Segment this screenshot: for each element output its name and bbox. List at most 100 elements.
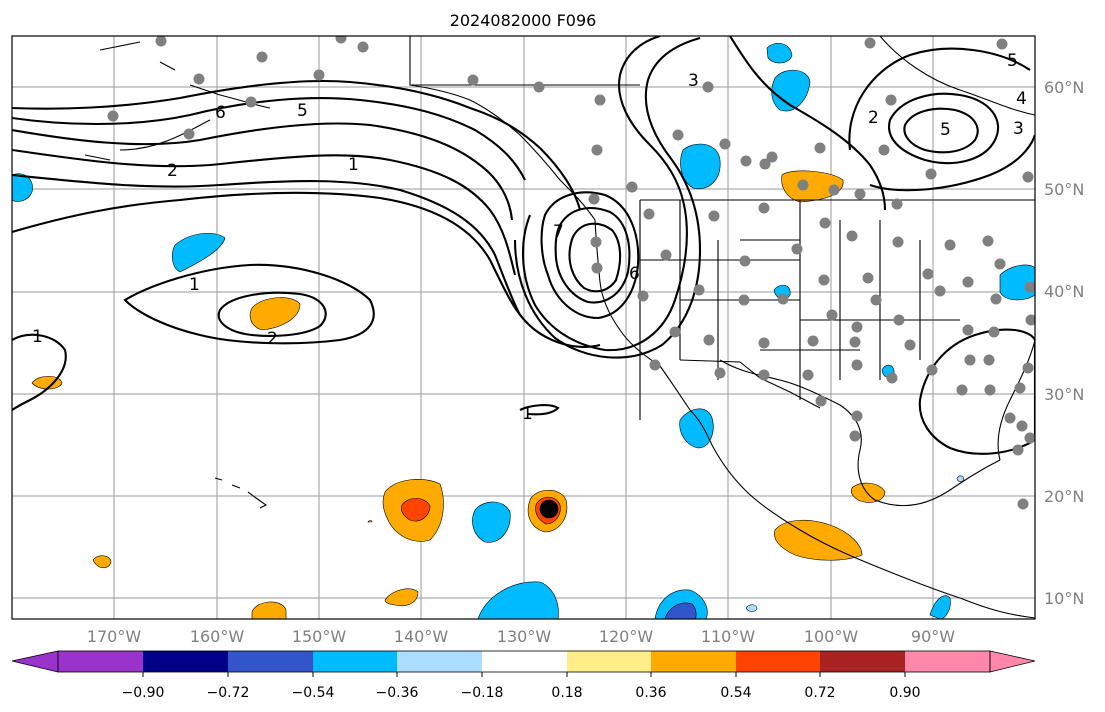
station-dot (672, 129, 684, 141)
coastlines (84, 36, 1035, 619)
station-dot (807, 335, 819, 347)
neg-blob-south-2-core (664, 602, 697, 619)
station-dot (740, 155, 752, 167)
station-dot (777, 293, 789, 305)
neg-blob-aleutian (12, 173, 33, 202)
station-dot (702, 81, 714, 93)
colorbar-tick-label: 0.18 (551, 685, 582, 701)
station-dot (851, 359, 863, 371)
station-dot (862, 272, 874, 284)
colorbar-tick-label: −0.72 (207, 685, 250, 701)
station-dot (708, 210, 720, 222)
map-title: 2024082000 F096 (450, 11, 597, 30)
colorbar-tick-label: −0.54 (292, 685, 335, 701)
contour-label: 1 (32, 327, 43, 347)
station-dot (256, 51, 268, 63)
contour-label: 5 (940, 120, 951, 140)
contour-ridge-2 (554, 207, 631, 304)
contour-north-pacific-1 (12, 79, 582, 211)
colorbar-swatch (736, 651, 820, 672)
lat-label: 20°N (1044, 487, 1084, 506)
station-dot (802, 369, 814, 381)
contour-north-pacific-3 (12, 122, 514, 221)
colorbar: −0.90 −0.72 −0.54 −0.36 −0.18 0.18 0.36 … (11, 650, 1036, 701)
contour-north-pacific-2 (12, 97, 526, 181)
station-dot (870, 294, 882, 306)
station-dot (892, 236, 904, 248)
contour-label: 6 (215, 103, 226, 123)
station-dot (962, 324, 974, 336)
lon-label: 90°W (911, 627, 955, 646)
station-dot (934, 285, 946, 297)
alaska-coast (409, 36, 596, 221)
lon-label: 150°W (292, 627, 347, 646)
station-dot (849, 430, 861, 442)
baja-mexico-coast (659, 365, 1035, 619)
neg-blob-hawaii-east (472, 501, 511, 543)
colorbar-swatch (567, 651, 651, 672)
station-dot (1025, 314, 1035, 326)
neg-blob-baja (679, 408, 714, 449)
station-dot (982, 235, 994, 247)
station-dot (925, 168, 937, 180)
pos-blob-pacific-center (249, 297, 301, 331)
colorbar-tick-label: 0.54 (720, 685, 751, 701)
station-dot (193, 73, 205, 85)
colorbar-swatch (820, 651, 905, 672)
station-dot (922, 268, 934, 280)
station-dot (1012, 444, 1024, 456)
lat-label: 60°N (1044, 78, 1084, 97)
colorbar-tick-label: 0.72 (804, 685, 835, 701)
station-dot (878, 144, 890, 156)
station-dot (590, 236, 602, 248)
station-dot (814, 142, 826, 154)
neg-blob-pacific-north (171, 232, 226, 273)
station-dot (637, 290, 649, 302)
neg-blob-south-3 (929, 595, 951, 619)
gulf-coast (719, 359, 1001, 507)
station-dot (988, 326, 1000, 338)
station-dot (649, 359, 661, 371)
colorbar-swatch (143, 651, 228, 672)
lon-label: 110°W (701, 627, 756, 646)
contour-ridge-outer (522, 36, 688, 352)
station-dot (1017, 498, 1029, 510)
station-dot (758, 337, 770, 349)
colorbar-extend-low (11, 650, 59, 673)
station-dot (819, 217, 831, 229)
station-dot (1014, 382, 1026, 394)
contour-label: 4 (1016, 89, 1027, 109)
station-dot (983, 354, 995, 366)
neg-blob-bc-1 (766, 42, 793, 64)
station-dot (594, 94, 606, 106)
pos-blob-south-mid (251, 601, 287, 619)
longitude-labels: 170°W 160°W 150°W 140°W 130°W 120°W 110°… (87, 627, 955, 646)
contour-west-edge (12, 333, 67, 411)
station-dot (944, 239, 956, 251)
contour-gulf-low (918, 328, 1035, 455)
lon-label: 130°W (497, 627, 552, 646)
contour-pacific-low-2 (217, 291, 327, 337)
us-west-coast (594, 219, 661, 367)
station-dot (828, 184, 840, 196)
canada-border (410, 84, 1035, 201)
height-anomaly-contours (12, 36, 1035, 455)
station-dot (996, 38, 1008, 50)
station-dot (357, 41, 369, 53)
station-dot (904, 339, 916, 351)
station-dot (669, 326, 681, 338)
contour-label: 2 (167, 161, 178, 181)
colorbar-tick-label: −0.18 (461, 685, 504, 701)
station-dot (1024, 432, 1035, 444)
contour-label: 3 (1013, 119, 1024, 139)
station-dot (984, 384, 996, 396)
station-dot (758, 202, 770, 214)
lat-label: 40°N (1044, 282, 1084, 301)
contour-label: 5 (297, 101, 308, 121)
station-dot (467, 74, 479, 86)
contour-ridge-1 (540, 191, 640, 320)
contour-label: 2 (267, 329, 278, 349)
station-dot (759, 158, 771, 170)
contour-label: 5 (1007, 51, 1018, 71)
